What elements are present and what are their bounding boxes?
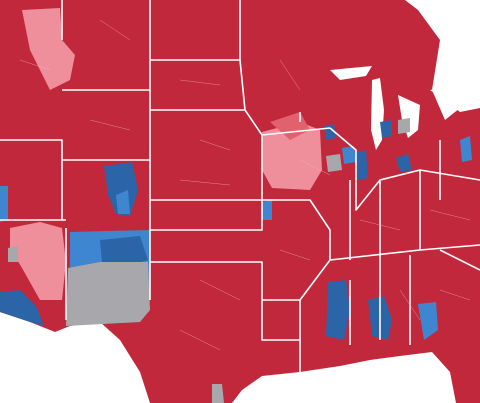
region-pink	[262, 122, 322, 190]
region-pink	[10, 222, 66, 300]
region-gray	[8, 246, 18, 262]
lake	[330, 66, 372, 80]
region-blue	[0, 290, 44, 326]
region-gray	[398, 118, 410, 134]
region-blue	[116, 190, 130, 214]
region-blue	[396, 154, 412, 172]
lake	[371, 78, 384, 150]
lake	[398, 95, 420, 138]
region-blue	[460, 136, 472, 162]
region-blue	[104, 162, 138, 216]
region-blue	[380, 120, 392, 138]
region-gray	[326, 154, 342, 172]
region-gray	[66, 262, 150, 326]
region-blue	[342, 146, 356, 164]
region-pink	[22, 8, 75, 90]
county-lines	[19, 19, 471, 351]
state-borders	[0, 0, 480, 372]
region-blue	[356, 150, 368, 180]
region-blue	[0, 186, 8, 222]
lake	[430, 80, 480, 112]
region-gray	[212, 384, 224, 403]
region-blue	[326, 280, 350, 340]
region-blue	[418, 302, 438, 340]
region-blue	[262, 200, 272, 220]
region-blue	[100, 236, 148, 268]
